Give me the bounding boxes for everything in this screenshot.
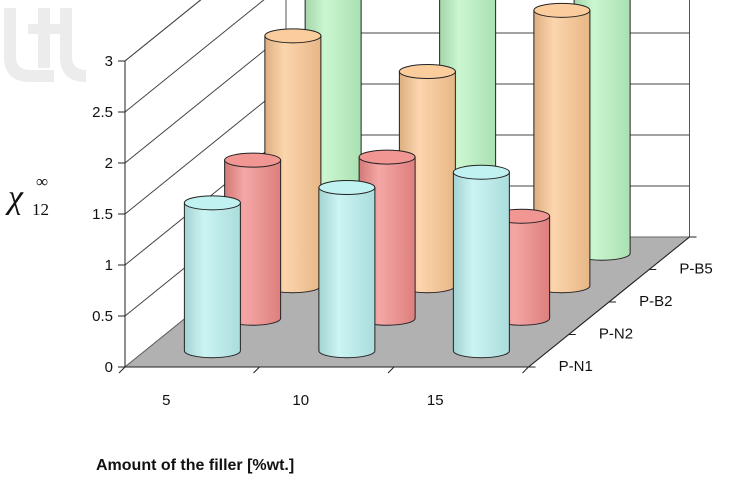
cylinder-top (398, 64, 456, 80)
x-tick-mark (253, 366, 260, 374)
series-label: P-B2 (639, 293, 672, 310)
y-axis-subscript: 12 (32, 200, 49, 219)
cylinder-top (533, 2, 591, 18)
series-label: P-B5 (679, 260, 712, 277)
chart-axes (118, 60, 697, 374)
cylinder-top (183, 195, 241, 211)
cylinder-top (452, 164, 510, 180)
cylinder-top (264, 28, 322, 44)
series-label: P-N1 (559, 358, 593, 375)
y-tick-label: 3 (105, 53, 113, 70)
y-tick-label: 0 (105, 359, 113, 376)
cylinder-body (452, 171, 510, 359)
cylinder-body (183, 202, 241, 359)
x-tick-label: 5 (162, 392, 170, 409)
bar-p-n1-5 (183, 195, 241, 359)
cylinder-top (224, 152, 282, 168)
cylinder-top (358, 149, 416, 165)
x-tick-label: 15 (427, 392, 444, 409)
cylinder-top (318, 180, 376, 196)
chart-bars (183, 0, 631, 359)
y-axis-symbol: χ (5, 179, 24, 216)
y-tick-label: 1 (105, 257, 113, 274)
y-tick-label: 0.5 (92, 308, 113, 325)
cylinder-body (318, 187, 376, 359)
x-tick-mark (387, 366, 395, 374)
gridline (124, 0, 202, 62)
chart-labels: 0 0.5 1 1.5 2 2.5 3 5 10 15 P-N1 P-N2 P-B2 P-B5 (92, 53, 713, 409)
x-axis-title: Amount of the filler [%wt.] (96, 457, 294, 474)
axis-titles: Amount of the filler [%wt.] χ 12 ∞ (5, 172, 294, 474)
y-tick-label: 2.5 (92, 104, 113, 121)
x-tick-mark (522, 366, 529, 374)
x-tick-mark (118, 366, 126, 374)
series-label: P-N2 (599, 325, 633, 342)
bar-p-n1-10 (318, 180, 376, 359)
y-axis-superscript: ∞ (36, 172, 48, 191)
y-tick-label: 2 (105, 155, 113, 172)
bar-p-n1-15 (452, 164, 510, 359)
x-tick-label: 10 (292, 392, 309, 409)
y-tick-label: 1.5 (92, 206, 113, 223)
gridline (124, 0, 265, 113)
y-axis-title: χ 12 ∞ (5, 172, 49, 219)
